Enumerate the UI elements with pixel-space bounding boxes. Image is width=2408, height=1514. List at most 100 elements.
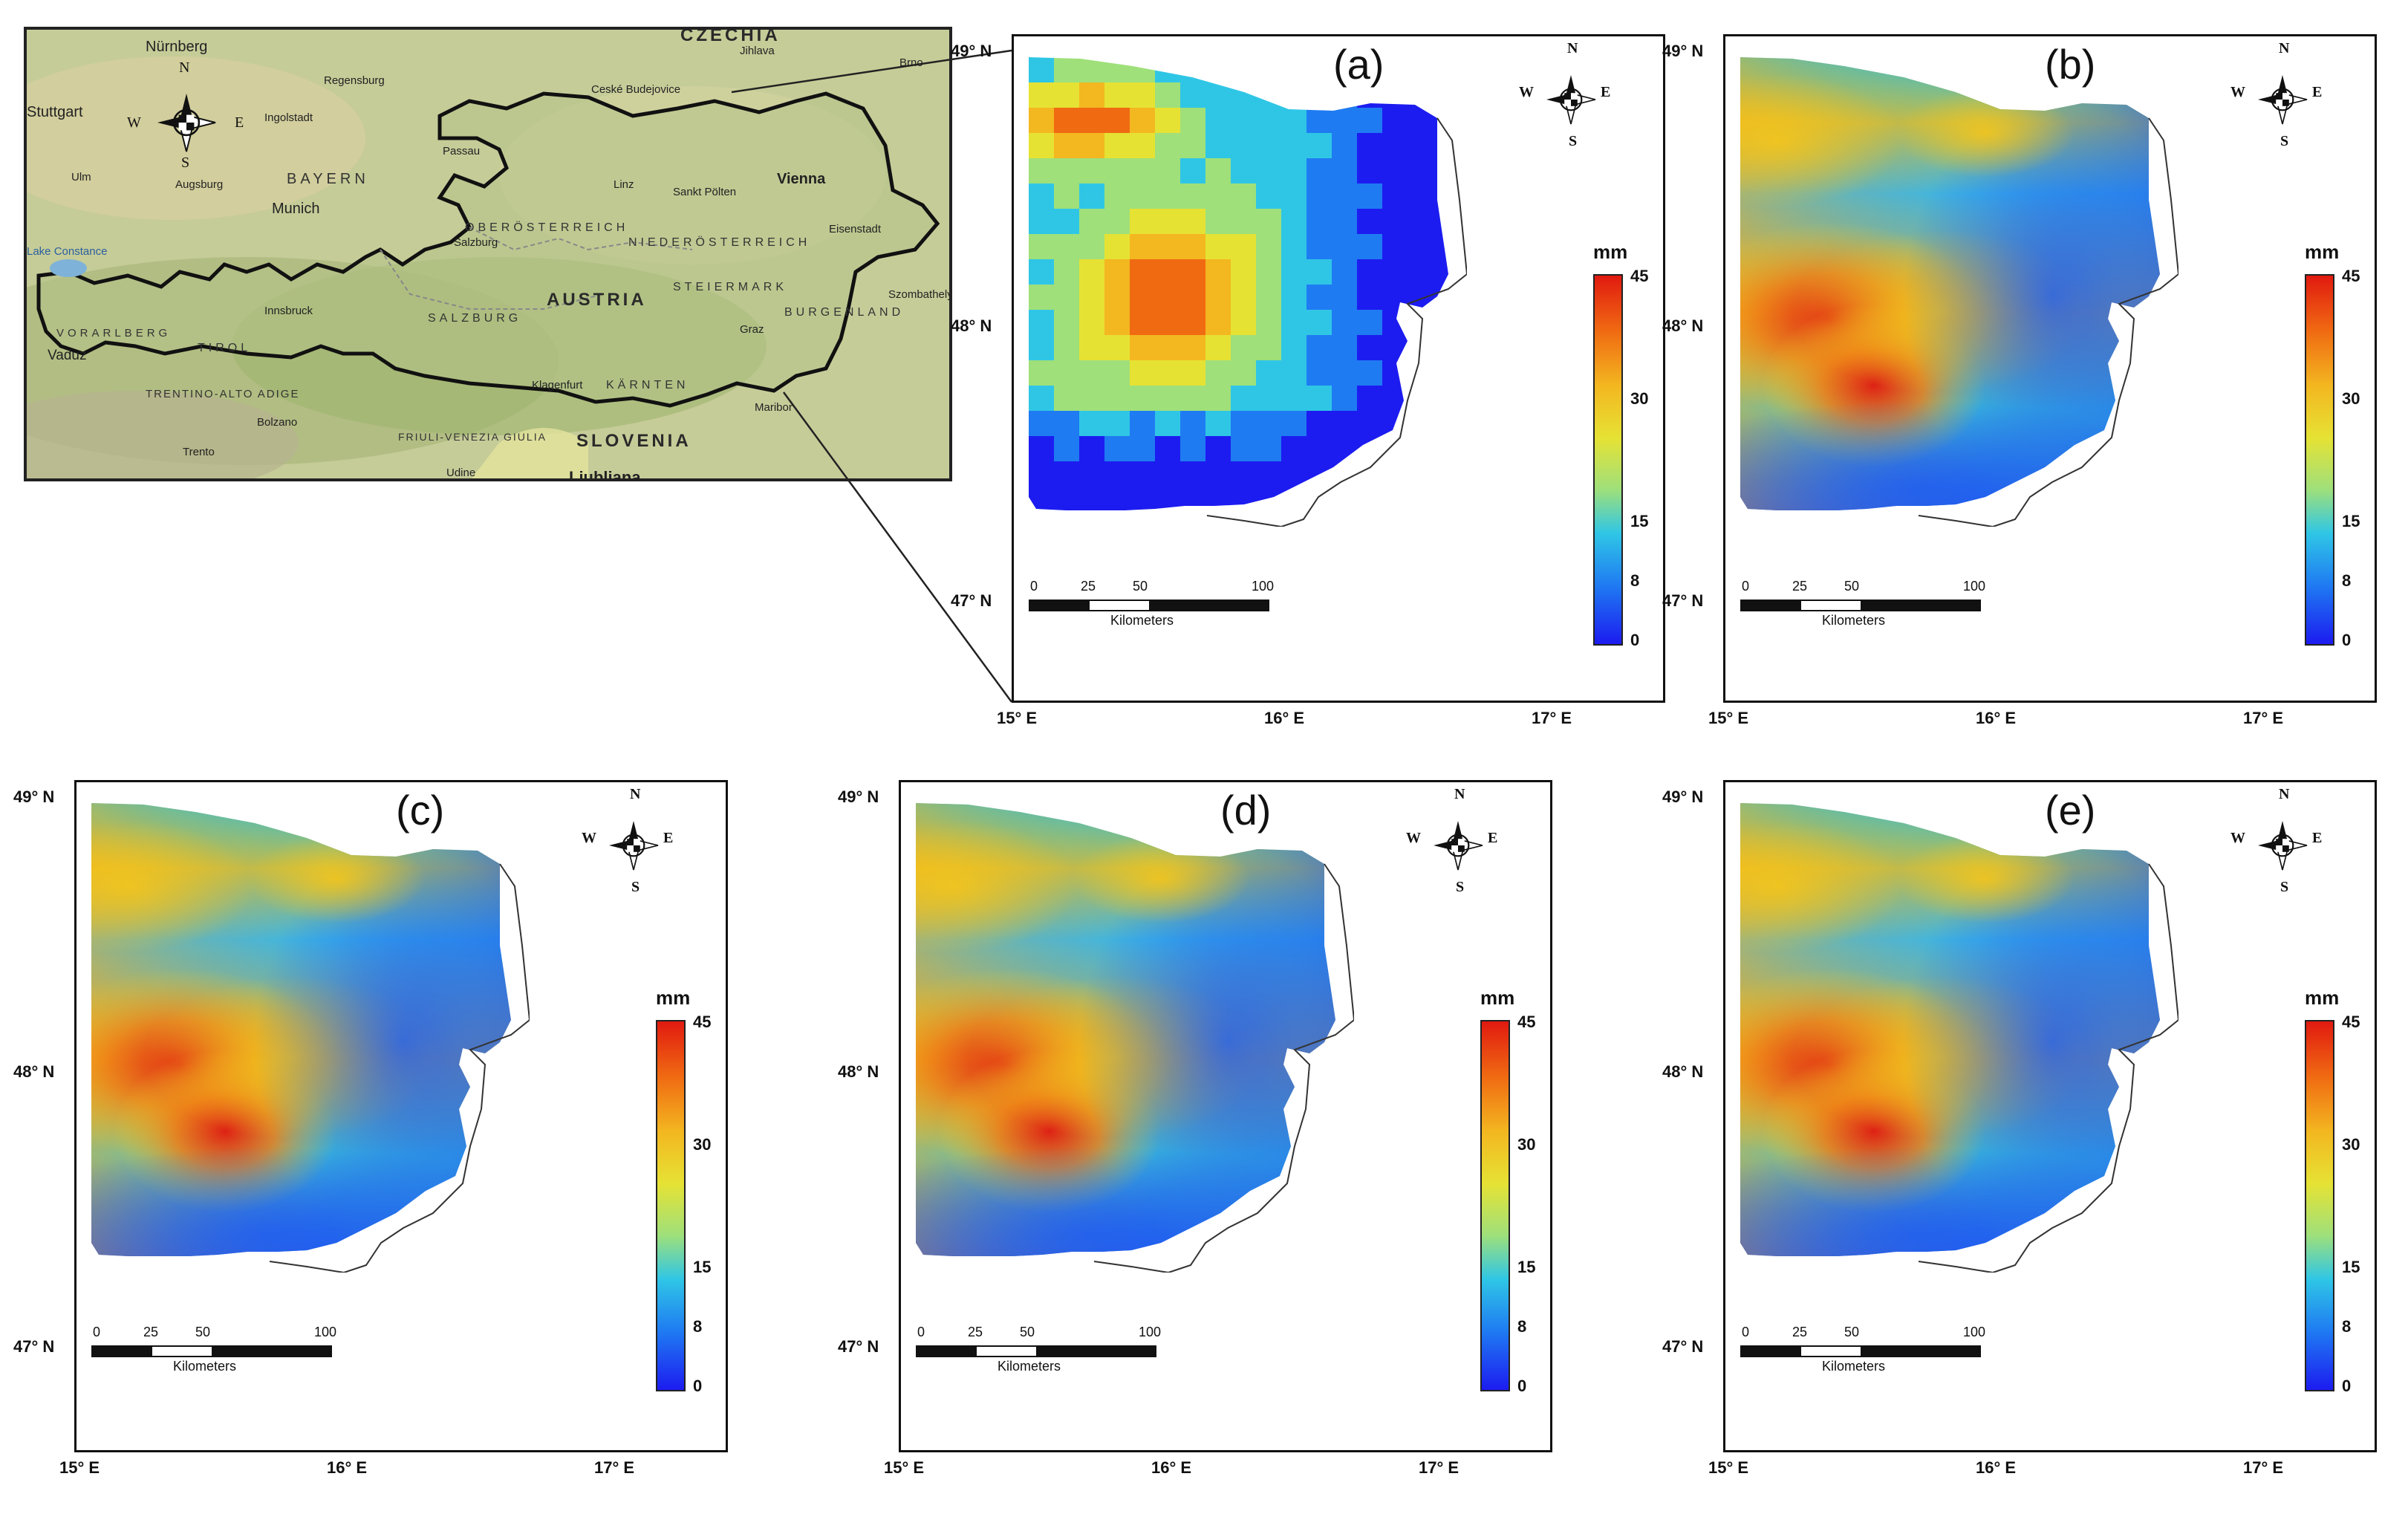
grid-cell [1205,512,1231,527]
grid-cell [1130,386,1155,411]
grid-cell [1079,411,1104,436]
grid-cell [1155,57,1180,82]
grid-cell [1433,436,1448,461]
scalebar [1740,600,1981,611]
grid-cell [1180,133,1205,158]
country-czechia: CZECHIA [680,27,781,45]
grid-cell [1306,183,1332,209]
legend-colorbar [656,1020,686,1391]
legend-unit: mm [2305,987,2340,1009]
grid-cell [1054,234,1079,259]
scalebar-unit: Kilometers [173,1359,237,1374]
grid-cell [1408,209,1433,234]
grid-cell [1130,310,1155,335]
grid-cell [1433,183,1448,209]
grid-cell [1357,183,1382,209]
grid-cell [1256,310,1281,335]
grid-cell [1079,335,1104,360]
rainfall-blob [1072,834,1250,923]
panel-label-c: (c) [396,787,445,834]
grid-cell [1155,108,1180,133]
grid-cell [1205,487,1231,510]
lon-label: 17° E [594,1458,635,1477]
scalebar-tick: 0 [917,1325,925,1339]
grid-cell [1029,461,1054,487]
grid-cell [1332,386,1357,411]
grid-cell [1029,108,1054,133]
scalebar-tick: 0 [1742,579,1750,594]
city-trento: Trento [183,446,215,458]
legend-tick: 15 [2342,1258,2360,1276]
compass-s: S [2280,879,2289,895]
scalebar-unit: Kilometers [1822,613,1886,628]
grid-cell [1433,82,1448,108]
region-bayern: BAYERN [287,171,369,187]
grid-cell [1231,183,1256,209]
rainfall-blob [1740,1146,2160,1256]
grid-cell [1382,234,1408,259]
grid-cell [1408,82,1433,108]
grid-cell [1180,234,1205,259]
compass-w: W [1519,84,1534,100]
legend-tick: 0 [1630,631,1640,649]
region-border [1918,117,2178,527]
legend-tick: 45 [1517,1013,1536,1031]
city-sankt-poelten: Sankt Pölten [673,186,737,198]
grid-cell [1332,108,1357,133]
rainfall-blob [916,1146,1335,1256]
grid-cell [1180,82,1205,108]
inset-compass-n: N [179,59,190,76]
grid-cell [1256,386,1281,411]
grid-cell [1079,82,1104,108]
grid-cell [1205,234,1231,259]
grid-cell [1306,386,1332,411]
grid-cell [1306,259,1332,285]
grid-cell [1029,234,1054,259]
grid-cell [1281,57,1306,82]
legend-tick: 30 [2342,389,2360,408]
scalebar-tick: 100 [1252,579,1275,594]
grid-cell [1231,133,1256,158]
grid-cell [1079,234,1104,259]
lon-label: 16° E [1151,1458,1192,1477]
grid-cell [1180,335,1205,360]
grid-cell [1433,285,1448,310]
panel-label-b: (b) [2045,41,2096,88]
compass-n: N [630,786,641,802]
scalebar-tick: 25 [968,1325,983,1339]
city-vienna: Vienna [777,171,826,187]
grid-cell [1130,133,1155,158]
grid-cell [1205,209,1231,234]
rainfall-map-c [91,803,530,1273]
grid-cell [1029,57,1054,82]
grid-cell [1155,209,1180,234]
city-ceske-budejovice: Ceské Budejovice [591,83,681,96]
grid-cell [1155,512,1180,527]
legend-tick: 8 [1517,1317,1527,1336]
grid-cell [1382,512,1408,527]
grid-cell [1281,82,1306,108]
grid-cell [1079,386,1104,411]
grid-cell [1130,259,1155,285]
region-trentino: TRENTINO-ALTO ADIGE [146,388,300,400]
lat-label: 47° N [1662,1337,1704,1356]
grid-cell [1357,360,1382,386]
grid-cell [1382,436,1408,461]
grid-cell [1231,360,1256,386]
grid-cell [1104,209,1130,234]
city-jihlava: Jihlava [740,45,775,57]
grid-cell [1281,234,1306,259]
grid-cell [1306,158,1332,183]
grid-cell [1256,259,1281,285]
grid-cell [1382,108,1408,133]
grid-cell [1079,360,1104,386]
grid-cell [1281,386,1306,411]
grid-cell [1029,133,1054,158]
scalebar [1029,600,1269,611]
grid-cell [1104,259,1130,285]
legend-tick: 0 [2342,1377,2352,1395]
grid-cell [1054,487,1079,510]
grid-cell [1104,285,1130,310]
